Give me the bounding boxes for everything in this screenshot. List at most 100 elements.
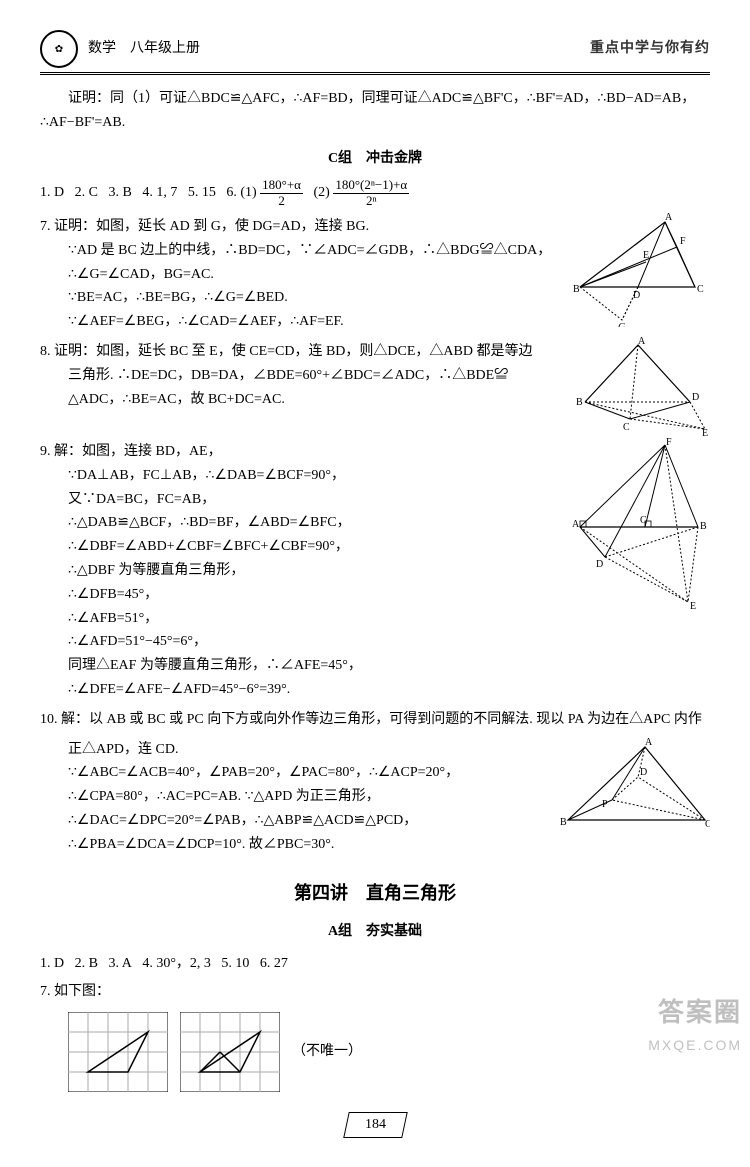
- svg-text:B: B: [560, 817, 567, 828]
- q9-l9: 同理△EAF 为等腰直角三角形，∴∠AFE=45°，: [68, 654, 560, 678]
- frac-num: 180°+α: [260, 178, 303, 193]
- header-left: ✿ 数学 八年级上册: [40, 30, 200, 68]
- frac-num: 180°(2ⁿ−1)+α: [333, 178, 409, 193]
- q9-l5: ∴△DBF 为等腰直角三角形，: [68, 559, 560, 583]
- q10-text: 10. 解：以 AB 或 BC 或 PC 向下方或向外作等边三角形，可得到问题的…: [40, 708, 710, 732]
- page-number-wrap: 184: [40, 1112, 710, 1138]
- svg-text:A: A: [645, 737, 653, 748]
- q9-text: 9. 解：如图，连接 BD，AE， ∵DA⊥AB，FC⊥AB，∴∠DAB=∠BC…: [40, 440, 560, 702]
- q7-head: 7. 证明：如图，延长 AD 到 G，使 DG=AD，连接 BG.: [40, 215, 560, 239]
- q10-head: 10. 解：以 AB 或 BC 或 PC 向下方或向外作等边三角形，可得到问题的…: [40, 708, 710, 732]
- a-ans-6: 6. 27: [260, 956, 288, 971]
- q7-l1: ∵AD 是 BC 边上的中线，∴BD=DC，∵∠ADC=∠GDB，∴△BDG≌△…: [68, 239, 560, 263]
- q7-l4: ∵∠AEF=∠BEG，∴∠CAD=∠AEF，∴AF=EF.: [68, 310, 560, 334]
- svg-text:D: D: [640, 767, 647, 778]
- svg-text:C: C: [640, 515, 647, 526]
- triangle-diagram-icon: A B C P D: [560, 735, 710, 830]
- logo-icon: ✿: [40, 30, 78, 68]
- ans-6-frac2: 180°(2ⁿ−1)+α 2ⁿ: [333, 178, 409, 208]
- ans-6-2-label: (2): [313, 185, 329, 200]
- q8-head: 8. 证明：如图，延长 BC 至 E，使 CE=CD，连 BD，则△DCE，△A…: [40, 340, 560, 364]
- group-a-answers: 1. D 2. B 3. A 4. 30°，2, 3 5. 10 6. 27: [40, 952, 710, 976]
- a-ans-2: 2. B: [75, 956, 98, 971]
- frac-den: 2: [260, 194, 303, 208]
- q8-l2: △ADC，∴BE=AC，故 BC+DC=AC.: [68, 388, 560, 412]
- q9-l1: ∵DA⊥AB，FC⊥AB，∴∠DAB=∠BCF=90°，: [68, 464, 560, 488]
- q10-figure: A B C P D: [560, 735, 710, 830]
- page-header: ✿ 数学 八年级上册 重点中学与你有约: [40, 30, 710, 75]
- svg-text:A: A: [638, 337, 646, 347]
- ans-6-label: 6. (1): [226, 185, 256, 200]
- geometry-diagram-icon: F A C B D E: [570, 437, 710, 612]
- group-c-title: C组 冲击金牌: [40, 147, 710, 171]
- ans-4: 4. 1, 7: [142, 185, 177, 200]
- q9-l2: 又∵DA=BC，FC=AB，: [68, 488, 560, 512]
- svg-text:C: C: [697, 284, 704, 295]
- svg-text:D: D: [692, 392, 699, 403]
- q10-l4: ∴∠PBA=∠DCA=∠DCP=10°. 故∠PBC=30°.: [68, 833, 550, 857]
- q9-l3: ∴△DAB≌△BCF，∴BD=BF，∠ABD=∠BFC，: [68, 511, 560, 535]
- frac-den: 2ⁿ: [333, 194, 409, 208]
- q7-row: 7. 证明：如图，延长 AD 到 G，使 DG=AD，连接 BG. ∵AD 是 …: [40, 212, 710, 337]
- svg-text:P: P: [602, 799, 608, 810]
- svg-text:G: G: [618, 322, 625, 327]
- svg-text:C: C: [623, 422, 630, 433]
- grid-figures: （不唯一）: [68, 1012, 710, 1092]
- grid-note: （不唯一）: [292, 1040, 362, 1064]
- svg-text:B: B: [700, 521, 707, 532]
- subject-label: 数学 八年级上册: [88, 37, 200, 61]
- q10-l0: 正△APD，连 CD.: [68, 738, 550, 762]
- group-c-answers: 1. D 2. C 3. B 4. 1, 7 5. 15 6. (1) 180°…: [40, 178, 710, 208]
- q10-l2: ∴∠CPA=80°，∴AC=PC=AB. ∵△APD 为正三角形，: [68, 785, 550, 809]
- svg-text:F: F: [666, 437, 672, 448]
- q9-l10: ∴∠DFE=∠AFE−∠AFD=45°−6°=39°.: [68, 678, 560, 702]
- q10-l1: ∵∠ABC=∠ACB=40°，∠PAB=20°，∠PAC=80°，∴∠ACP=2…: [68, 761, 550, 785]
- svg-text:C: C: [705, 819, 710, 830]
- q9-l4: ∴∠DBF=∠ABD+∠CBF=∠BFC+∠CBF=90°，: [68, 535, 560, 559]
- q9-figure: F A C B D E: [570, 437, 710, 612]
- q8-row: 8. 证明：如图，延长 BC 至 E，使 CE=CD，连 BD，则△DCE，△A…: [40, 337, 710, 437]
- q7-text: 7. 证明：如图，延长 AD 到 G，使 DG=AD，连接 BG. ∵AD 是 …: [40, 215, 560, 334]
- svg-text:F: F: [680, 236, 686, 247]
- svg-text:D: D: [633, 290, 640, 301]
- q9-l8: ∴∠AFD=51°−45°=6°，: [68, 630, 560, 654]
- a-ans-1: 1. D: [40, 956, 64, 971]
- a-ans-5: 5. 10: [221, 956, 249, 971]
- svg-text:A: A: [572, 519, 580, 530]
- page-number: 184: [365, 1113, 386, 1137]
- svg-text:E: E: [690, 601, 696, 612]
- svg-text:B: B: [573, 284, 580, 295]
- logo-inner-icon: ✿: [49, 39, 69, 59]
- q7-figure: A B C D E F G: [570, 212, 710, 327]
- page-number-box: 184: [343, 1112, 407, 1138]
- q8-l1: 三角形. ∴DE=DC，DB=DA，∠BDE=60°+∠BDC=∠ADC，∴△B…: [68, 364, 560, 388]
- q7-l3: ∵BE=AC，∴BE=BG，∴∠G=∠BED.: [68, 286, 560, 310]
- header-right: 重点中学与你有约: [590, 37, 710, 61]
- svg-text:E: E: [643, 250, 649, 261]
- svg-text:E: E: [702, 428, 708, 437]
- ans-2: 2. C: [75, 185, 98, 200]
- a-ans-4: 4. 30°，2, 3: [142, 956, 211, 971]
- q9-row: 9. 解：如图，连接 BD，AE， ∵DA⊥AB，FC⊥AB，∴∠DAB=∠BC…: [40, 437, 710, 705]
- q10-row: 正△APD，连 CD. ∵∠ABC=∠ACB=40°，∠PAB=20°，∠PAC…: [40, 735, 710, 860]
- svg-text:D: D: [596, 559, 603, 570]
- q8-text: 8. 证明：如图，延长 BC 至 E，使 CE=CD，连 BD，则△DCE，△A…: [40, 340, 560, 411]
- q9-head: 9. 解：如图，连接 BD，AE，: [40, 440, 560, 464]
- q10-l3: ∴∠DAC=∠DPC=20°=∠PAB，∴△ABP≌△ACD≌△PCD，: [68, 809, 550, 833]
- q9-l6: ∴∠DFB=45°，: [68, 583, 560, 607]
- top-proof-text: 证明：同（1）可证△BDC≌△AFC，∴AF=BD，同理可证△ADC≌△BF'C…: [40, 87, 710, 135]
- q8-figure: A B C D E: [570, 337, 710, 437]
- grid-triangle-1-icon: [68, 1012, 168, 1092]
- ans-3: 3. B: [108, 185, 131, 200]
- ans-5: 5. 15: [188, 185, 216, 200]
- lecture-4-title: 第四讲 直角三角形: [40, 878, 710, 909]
- q7-a: 7. 如下图：: [40, 980, 710, 1004]
- q7-l2: ∴∠G=∠CAD，BG=AC.: [68, 263, 560, 287]
- triangle-diagram-icon: A B C D E F G: [570, 212, 710, 327]
- grid-triangle-2-icon: [180, 1012, 280, 1092]
- a-ans-3: 3. A: [108, 956, 131, 971]
- q10-body: 正△APD，连 CD. ∵∠ABC=∠ACB=40°，∠PAB=20°，∠PAC…: [40, 738, 550, 857]
- ans-6-frac1: 180°+α 2: [260, 178, 303, 208]
- triangle-diagram-icon: A B C D E: [570, 337, 710, 437]
- q9-l7: ∴∠AFB=51°，: [68, 607, 560, 631]
